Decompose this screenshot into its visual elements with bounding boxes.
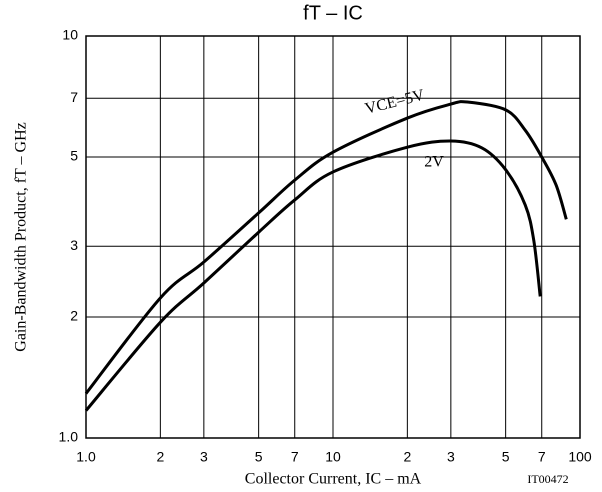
series-line <box>84 100 568 395</box>
figure-code: IT00472 <box>527 472 568 486</box>
x-tick-label: 3 <box>200 449 208 465</box>
x-axis-label: Collector Current, IC – mA <box>245 471 422 488</box>
x-tick-label: 5 <box>255 449 263 465</box>
plot-frame <box>85 35 581 439</box>
series-line <box>84 139 542 412</box>
y-axis-label: Gain-Bandwidth Product, fT – GHz <box>13 122 30 351</box>
x-tick-label: 5 <box>502 449 510 465</box>
x-tick-label: 1.0 <box>76 449 96 465</box>
y-tick-label: 10 <box>62 27 78 43</box>
chart-title: fT – IC <box>303 2 363 24</box>
y-tick-label: 3 <box>70 237 78 253</box>
x-tick-label: 7 <box>538 449 546 465</box>
x-tick-label: 7 <box>291 449 299 465</box>
y-tick-label: 7 <box>70 89 78 105</box>
y-tick-label: 5 <box>70 148 78 164</box>
x-tick-label: 2 <box>403 449 411 465</box>
x-tick-label: 3 <box>447 449 455 465</box>
y-tick-label: 1.0 <box>59 429 79 445</box>
y-tick-label: 2 <box>70 308 78 324</box>
x-tick-label: 10 <box>325 449 341 465</box>
x-tick-label: 100 <box>568 449 592 465</box>
x-tick-label: 2 <box>156 449 164 465</box>
series-label: 2V <box>424 154 444 171</box>
